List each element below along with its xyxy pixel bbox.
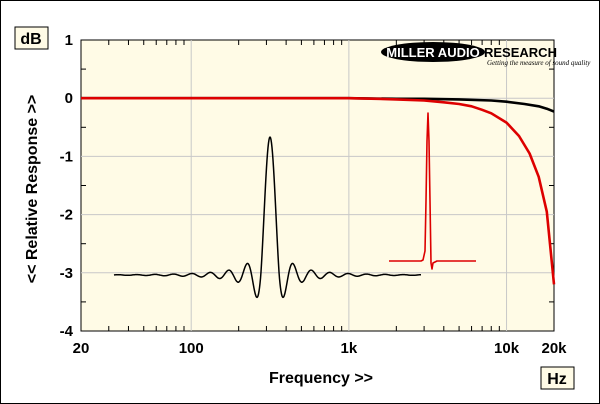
logo-ellipse bbox=[381, 42, 485, 62]
x-axis-label: Frequency >> bbox=[269, 370, 373, 387]
y-unit-text: dB bbox=[20, 31, 41, 48]
impulse-inset-black bbox=[113, 136, 422, 299]
logo-tagline: Getting the measure of sound quality bbox=[487, 59, 591, 67]
x-tick-label: 20 bbox=[73, 340, 90, 357]
series-layer bbox=[81, 96, 556, 285]
logo-name-right: RESEARCH bbox=[484, 45, 557, 60]
y-tick-label: 1 bbox=[65, 32, 73, 49]
x-tick-label: 20k bbox=[541, 340, 567, 357]
x-tick-label: 10k bbox=[494, 340, 520, 357]
y-tick-label: -3 bbox=[60, 265, 73, 282]
x-tick-label: 1k bbox=[341, 340, 358, 357]
x-unit-text: Hz bbox=[547, 371, 567, 388]
x-tick-label: 100 bbox=[179, 340, 204, 357]
x-unit-box: Hz bbox=[540, 366, 575, 390]
y-axis-label: << Relative Response >> bbox=[24, 95, 41, 284]
y-tick-label: -4 bbox=[60, 323, 74, 340]
y-tick-label: -2 bbox=[60, 207, 73, 224]
impulse-inset-red bbox=[389, 112, 476, 270]
y-tick-label: -1 bbox=[60, 148, 73, 165]
logo-name-left: MILLER AUDIO bbox=[386, 45, 479, 60]
y-tick-labels: 1 0 -1 -2 -3 -4 bbox=[60, 32, 74, 340]
series-line-red bbox=[81, 96, 556, 285]
y-unit-box: dB bbox=[14, 26, 49, 50]
impulse-trace-red bbox=[389, 112, 476, 270]
impulse-trace-black bbox=[113, 136, 422, 299]
plot-area bbox=[80, 39, 555, 332]
y-tick-label: 0 bbox=[65, 90, 73, 107]
x-tick-labels: 20 100 1k 10k 20k bbox=[73, 340, 568, 357]
miller-audio-research-logo: MILLER AUDIO RESEARCH Getting the measur… bbox=[381, 42, 591, 67]
